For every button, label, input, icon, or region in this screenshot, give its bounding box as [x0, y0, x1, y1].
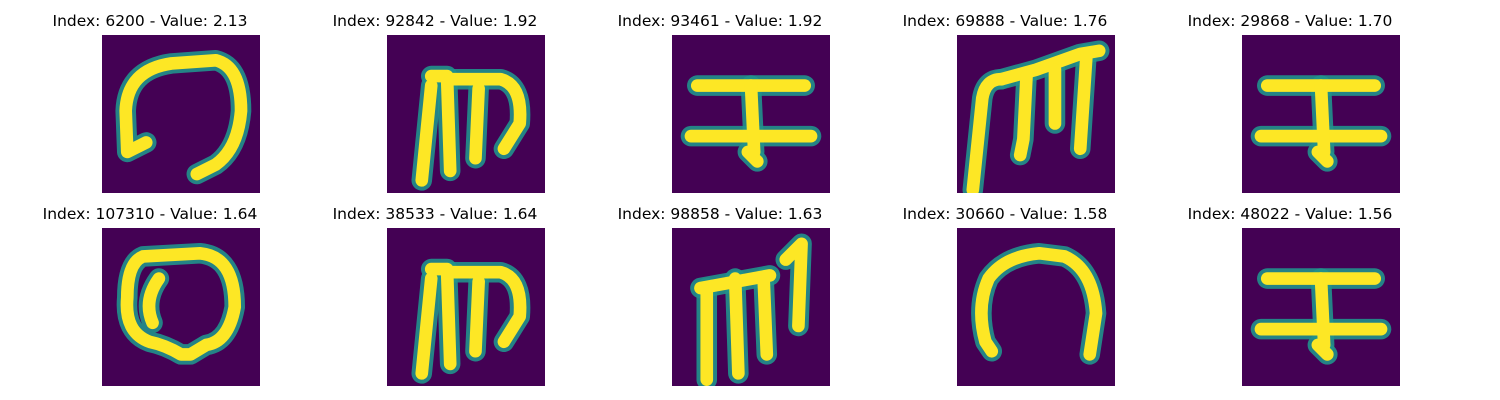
image-panel: Index: 30660 - Value: 1.58	[855, 193, 1155, 383]
glyph-image	[102, 228, 260, 386]
glyph-image	[672, 228, 830, 386]
image-panel: Index: 69888 - Value: 1.76	[855, 0, 1155, 190]
image-panel: Index: 29868 - Value: 1.70	[1140, 0, 1440, 190]
glyph-image	[102, 35, 260, 193]
glyph-stroke	[1080, 54, 1086, 149]
panel-title: Index: 69888 - Value: 1.76	[855, 12, 1155, 30]
image-panel: Index: 38533 - Value: 1.64	[285, 193, 585, 383]
glyph-stroke	[1321, 86, 1324, 152]
image-panel: Index: 48022 - Value: 1.56	[1140, 193, 1440, 383]
glyph-stroke	[751, 86, 754, 152]
panel-title: Index: 48022 - Value: 1.56	[1140, 205, 1440, 223]
glyph-stroke	[1020, 76, 1026, 155]
panel-title: Index: 107310 - Value: 1.64	[0, 205, 300, 223]
glyph-image	[957, 228, 1115, 386]
image-panel: Index: 107310 - Value: 1.64	[0, 193, 300, 383]
panel-title: Index: 92842 - Value: 1.92	[285, 12, 585, 30]
glyph-stroke	[1321, 279, 1324, 345]
image-panel: Index: 92842 - Value: 1.92	[285, 0, 585, 190]
glyph-image	[1242, 228, 1400, 386]
glyph-stroke	[1318, 152, 1327, 161]
glyph-stroke	[475, 282, 478, 352]
glyph-stroke	[735, 279, 738, 374]
panel-title: Index: 93461 - Value: 1.92	[570, 12, 870, 30]
panel-title: Index: 38533 - Value: 1.64	[285, 205, 585, 223]
glyph-image	[387, 228, 545, 386]
glyph-image	[672, 35, 830, 193]
image-panel: Index: 98858 - Value: 1.63	[570, 193, 870, 383]
glyph-stroke	[764, 279, 767, 355]
image-panel: Index: 93461 - Value: 1.92	[570, 0, 870, 190]
panel-title: Index: 30660 - Value: 1.58	[855, 205, 1155, 223]
glyph-image	[387, 35, 545, 193]
glyph-image	[957, 35, 1115, 193]
panel-title: Index: 6200 - Value: 2.13	[0, 12, 300, 30]
glyph-image	[1242, 35, 1400, 193]
panel-title: Index: 29868 - Value: 1.70	[1140, 12, 1440, 30]
image-panel: Index: 6200 - Value: 2.13	[0, 0, 300, 190]
glyph-stroke	[1318, 345, 1327, 354]
glyph-stroke	[475, 89, 478, 159]
glyph-stroke	[748, 152, 757, 161]
panel-title: Index: 98858 - Value: 1.63	[570, 205, 870, 223]
